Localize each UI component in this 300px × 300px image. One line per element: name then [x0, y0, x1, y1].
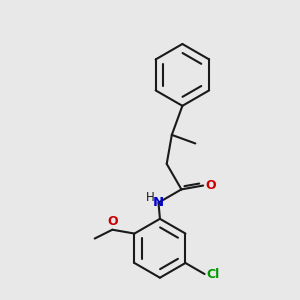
Text: O: O: [107, 215, 118, 228]
Text: H: H: [146, 191, 154, 204]
Text: N: N: [153, 196, 164, 209]
Text: O: O: [205, 179, 216, 192]
Text: Cl: Cl: [206, 268, 219, 281]
